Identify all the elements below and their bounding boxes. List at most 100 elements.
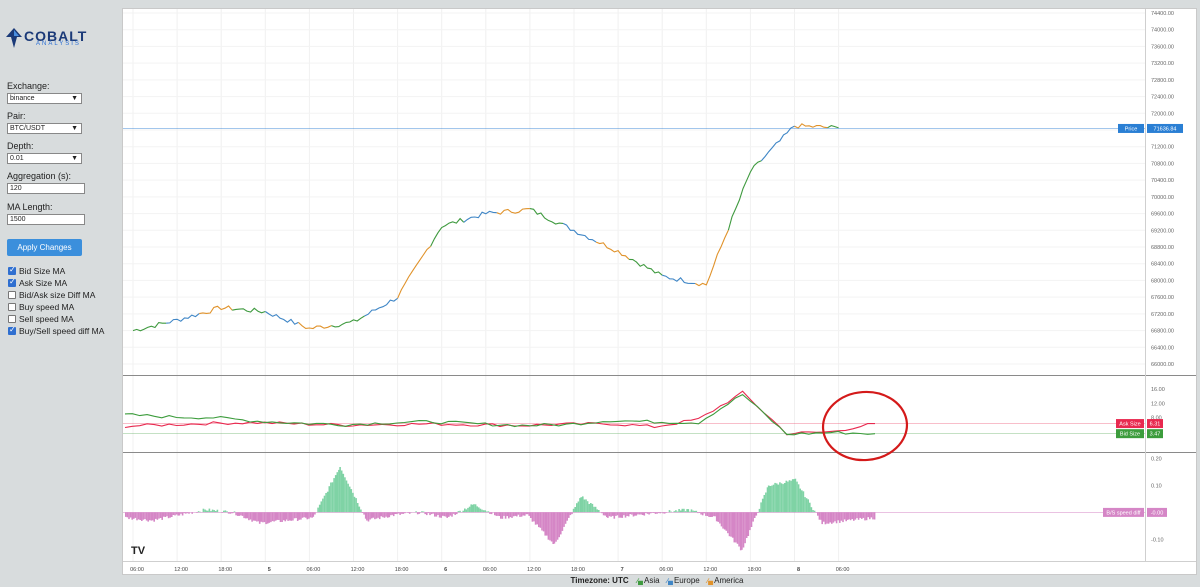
diff-bar-negative bbox=[725, 512, 728, 531]
diff-bar-positive bbox=[810, 507, 813, 513]
diff-bar-negative bbox=[842, 512, 844, 523]
diff-bar-negative bbox=[640, 512, 642, 515]
diff-bar-negative bbox=[631, 512, 633, 515]
diff-bar-negative bbox=[454, 512, 456, 515]
diff-bar-negative bbox=[700, 512, 702, 515]
diff-bar-negative bbox=[553, 512, 556, 544]
diff-bar-positive bbox=[785, 480, 788, 513]
pair-select[interactable]: BTC/USDT ▼ bbox=[7, 123, 82, 134]
exchange-select[interactable]: binance ▼ bbox=[7, 93, 82, 104]
diff-bar-positive bbox=[216, 509, 219, 513]
diff-bar-negative bbox=[434, 512, 436, 517]
diff-bar-negative bbox=[258, 512, 261, 524]
ma-length-input[interactable]: 1500 bbox=[7, 214, 85, 225]
diff-bar-negative bbox=[268, 512, 271, 523]
diff-bar-negative bbox=[744, 512, 746, 544]
diff-bar-positive bbox=[679, 510, 682, 513]
diff-bar-negative bbox=[489, 512, 491, 514]
diff-bar-positive bbox=[761, 498, 764, 513]
price-series-segment bbox=[662, 274, 696, 285]
diff-bar-negative bbox=[757, 512, 759, 513]
price-series-segment bbox=[760, 125, 795, 162]
apply-changes-button[interactable]: Apply Changes bbox=[7, 239, 82, 256]
diff-bar-positive bbox=[670, 511, 672, 513]
diff-bar-negative bbox=[183, 512, 185, 514]
diff-bar-positive bbox=[467, 507, 469, 513]
timezone-label: Timezone: UTC bbox=[570, 576, 629, 585]
chart-area[interactable]: 74400.00 74000.00 73600.00 73200.00 72800.00… bbox=[122, 8, 1197, 575]
diff-bar-negative bbox=[188, 512, 190, 514]
chart-canvas[interactable]: 74400.00 74000.00 73600.00 73200.00 72800.00… bbox=[123, 9, 1196, 574]
diff-bar-negative bbox=[619, 512, 622, 518]
diff-bar-negative bbox=[399, 512, 401, 515]
diff-bar-negative bbox=[278, 512, 280, 520]
chevron-down-icon: ▼ bbox=[71, 155, 78, 162]
diff-bar-negative bbox=[231, 512, 233, 514]
diff-bar-positive bbox=[787, 481, 789, 513]
diff-bar-negative bbox=[714, 512, 716, 517]
diff-bar-negative bbox=[827, 512, 830, 524]
diff-bar-positive bbox=[322, 498, 324, 513]
diff-bar-negative bbox=[142, 512, 145, 520]
diff-label: B/S speed diff bbox=[1106, 510, 1141, 516]
diff-bar-negative bbox=[498, 512, 501, 516]
price-axis-tick: 66000.00 bbox=[1151, 362, 1174, 368]
diff-bar-positive bbox=[338, 469, 340, 513]
diff-bar-negative bbox=[512, 512, 515, 517]
diff-bar-positive bbox=[797, 484, 800, 513]
diff-bar-negative bbox=[727, 512, 729, 534]
diff-bar-negative bbox=[191, 512, 193, 514]
diff-bar-positive bbox=[317, 507, 319, 513]
diff-bar-negative bbox=[633, 512, 636, 516]
diff-bar-negative bbox=[178, 512, 181, 516]
depth-select-value: 0.01 bbox=[10, 155, 24, 162]
diff-bar-negative bbox=[649, 512, 652, 514]
diff-bar-negative bbox=[254, 512, 257, 521]
diff-bar-negative bbox=[555, 512, 557, 542]
diff-bar-negative bbox=[862, 512, 865, 518]
diff-bar-positive bbox=[205, 510, 207, 513]
depth-label: Depth: bbox=[7, 141, 34, 151]
diff-bar-negative bbox=[147, 512, 149, 522]
diff-bar-positive bbox=[342, 473, 345, 513]
diff-bar-negative bbox=[843, 512, 846, 520]
aggregation-input[interactable]: 120 bbox=[7, 183, 85, 194]
indicator-label: Ask Size MA bbox=[19, 278, 68, 288]
diff-bar-positive bbox=[356, 503, 359, 513]
exchange-label: Exchange: bbox=[7, 81, 50, 91]
diff-bar-negative bbox=[437, 512, 439, 515]
diff-bar-negative bbox=[752, 512, 754, 522]
diff-bar-negative bbox=[549, 512, 551, 541]
diff-bar-positive bbox=[487, 511, 490, 513]
diff-bar-positive bbox=[596, 509, 598, 513]
diff-bar-negative bbox=[834, 512, 836, 522]
diff-bar-negative bbox=[645, 512, 647, 514]
diff-bar-negative bbox=[851, 512, 853, 520]
diff-bar-negative bbox=[363, 512, 365, 515]
indicator-label: Sell speed MA bbox=[19, 314, 74, 324]
diff-bar-negative bbox=[293, 512, 296, 519]
diff-bar-positive bbox=[668, 510, 671, 513]
diff-bar-negative bbox=[753, 512, 756, 518]
diff-bar-positive bbox=[766, 487, 769, 513]
last-price-label: Price bbox=[1125, 126, 1138, 132]
diff-bar-negative bbox=[613, 512, 616, 519]
diff-bar-negative bbox=[490, 512, 493, 515]
diff-bar-negative bbox=[144, 512, 146, 519]
diff-bar-negative bbox=[270, 512, 272, 523]
diff-bar-negative bbox=[175, 512, 178, 515]
diff-bar-negative bbox=[169, 512, 171, 518]
diff-bar-positive bbox=[421, 511, 423, 513]
diff-bar-negative bbox=[243, 512, 245, 519]
diff-bar-negative bbox=[561, 512, 564, 531]
diff-bar-negative bbox=[196, 512, 198, 513]
diff-bar-positive bbox=[692, 510, 694, 513]
diff-bar-negative bbox=[865, 512, 868, 521]
diff-bar-negative bbox=[563, 512, 565, 527]
time-axis-tick: 12:00 bbox=[703, 567, 717, 573]
diff-bar-negative bbox=[735, 512, 737, 543]
diff-bar-positive bbox=[350, 489, 353, 513]
depth-select[interactable]: 0.01 ▼ bbox=[7, 153, 82, 164]
diff-bar-negative bbox=[820, 512, 822, 520]
diff-bar-negative bbox=[835, 512, 838, 524]
